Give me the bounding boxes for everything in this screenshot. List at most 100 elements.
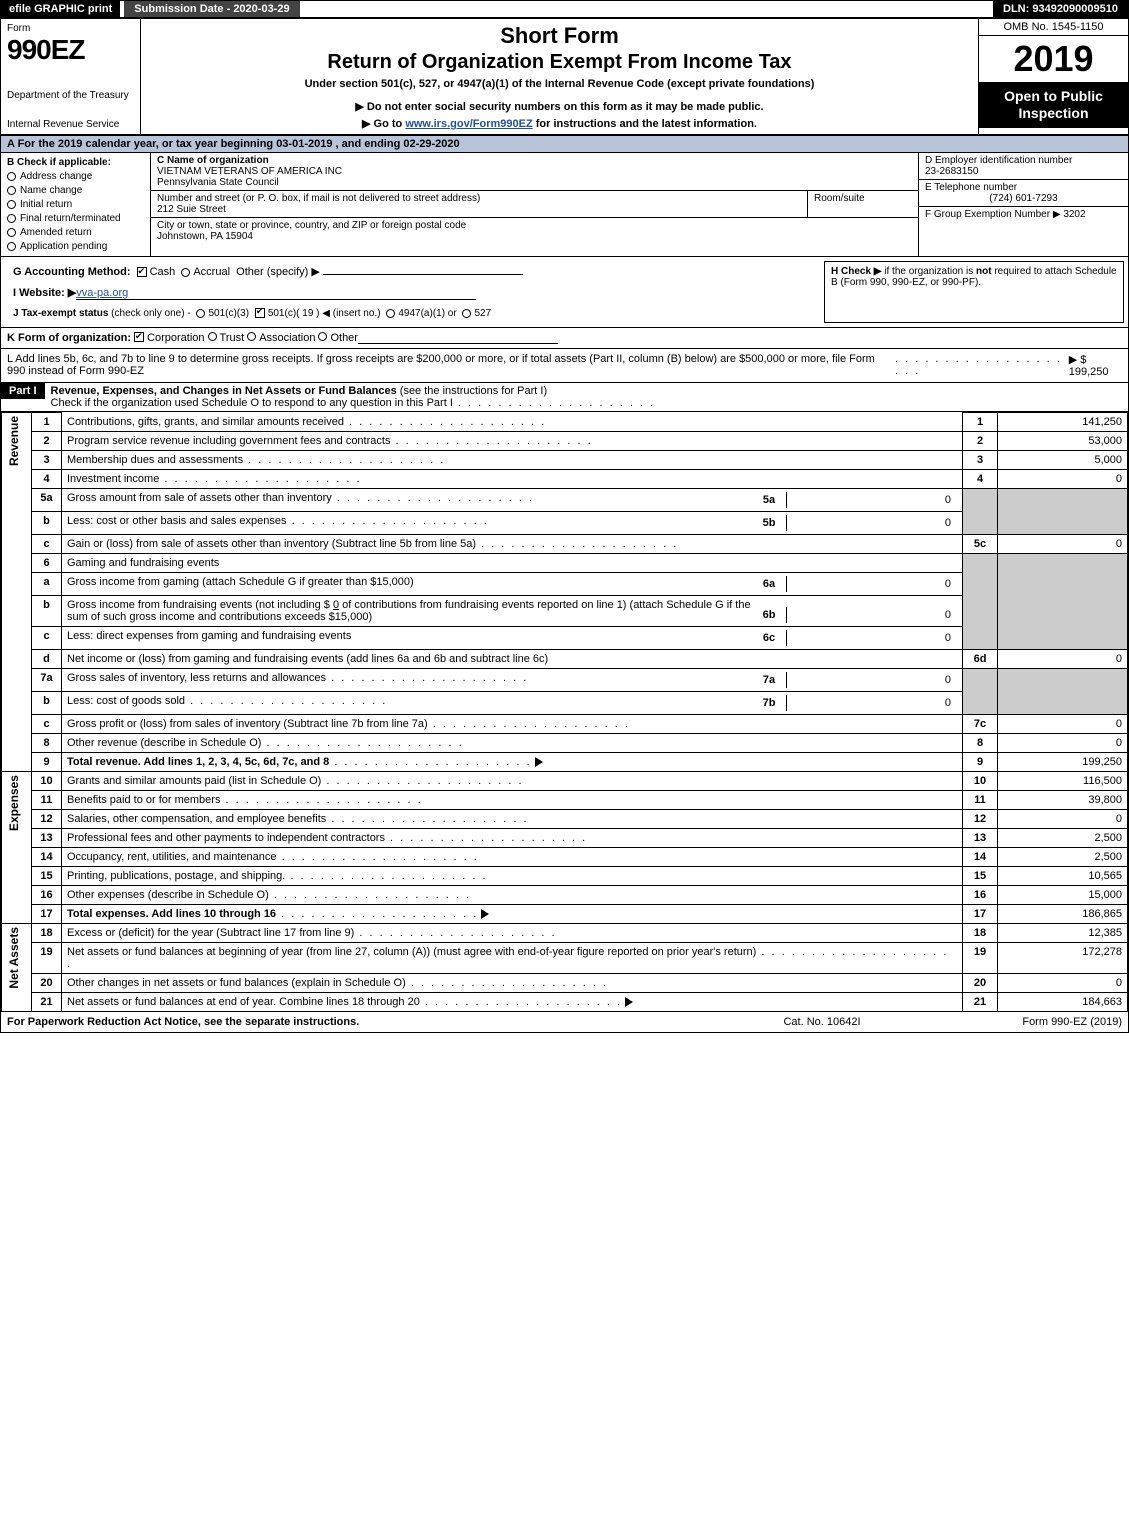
ein-value: 23-2683150 — [925, 166, 978, 177]
line-19-num: 19 — [32, 943, 62, 974]
line-7b-desc: Less: cost of goods sold — [67, 695, 185, 707]
group-exempt-label: F Group Exemption Number ▶ — [925, 209, 1061, 220]
section-j: J Tax-exempt status (check only one) - 5… — [7, 304, 814, 323]
line-6c-subamt: 0 — [787, 630, 957, 646]
section-b: B Check if applicable: Address change Na… — [1, 153, 151, 256]
line-10-amt: 116,500 — [998, 772, 1128, 791]
line-11-num: 11 — [32, 791, 62, 810]
opt-name-change[interactable]: Name change — [7, 185, 144, 196]
section-i: I Website: ▶vva-pa.org — [7, 282, 814, 304]
other-org-input[interactable] — [358, 332, 558, 344]
line-20-num: 20 — [32, 974, 62, 993]
line-8-desc: Other revenue (describe in Schedule O) — [67, 737, 261, 749]
instructions-link-line: ▶ Go to www.irs.gov/Form990EZ for instru… — [149, 117, 970, 130]
opt-address-change[interactable]: Address change — [7, 171, 144, 182]
line-7b-subamt: 0 — [787, 695, 957, 711]
trust-radio[interactable] — [208, 332, 217, 341]
line-4-num: 4 — [32, 470, 62, 489]
opt-application-pending[interactable]: Application pending — [7, 241, 144, 252]
form-header: Form 990EZ Department of the Treasury In… — [1, 19, 1128, 136]
omb-number: OMB No. 1545-1150 — [979, 19, 1128, 36]
line-7a-subamt: 0 — [787, 672, 957, 688]
section-def: D Employer identification number 23-2683… — [918, 153, 1128, 256]
other-radio[interactable] — [318, 332, 327, 341]
line-15-amt: 10,565 — [998, 867, 1128, 886]
part-1-check-text: Check if the organization used Schedule … — [51, 397, 453, 409]
line-6a-desc: Gross income from gaming (attach Schedul… — [67, 576, 414, 588]
opt-amended-return[interactable]: Amended return — [7, 227, 144, 238]
line-18-desc: Excess or (deficit) for the year (Subtra… — [67, 927, 354, 939]
opt-final-return[interactable]: Final return/terminated — [7, 213, 144, 224]
note2-pre: ▶ Go to — [362, 118, 405, 130]
cash-checkbox[interactable] — [137, 267, 147, 277]
line-6a-num: a — [32, 573, 62, 596]
form-org-label: K Form of organization: — [7, 332, 131, 344]
org-name-2: Pennsylvania State Council — [157, 177, 279, 188]
efile-button[interactable]: efile GRAPHIC print — [1, 1, 120, 17]
line-1-num: 1 — [32, 413, 62, 432]
note2-post: for instructions and the latest informat… — [533, 118, 757, 130]
line-20-amt: 0 — [998, 974, 1128, 993]
line-16-desc: Other expenses (describe in Schedule O) — [67, 889, 269, 901]
phone-value: (724) 601-7293 — [925, 193, 1122, 204]
opt-initial-return[interactable]: Initial return — [7, 199, 144, 210]
line-6d-num: d — [32, 650, 62, 669]
room-label: Room/suite — [814, 193, 865, 204]
line-21-num: 21 — [32, 993, 62, 1012]
line-15-num: 15 — [32, 867, 62, 886]
527-radio[interactable] — [462, 309, 471, 318]
section-h: H Check ▶ if the organization is not req… — [824, 261, 1124, 323]
line-5b-num: b — [32, 512, 62, 535]
irs-link[interactable]: www.irs.gov/Form990EZ — [405, 118, 532, 130]
line-7c-desc: Gross profit or (loss) from sales of inv… — [67, 718, 428, 730]
assoc-radio[interactable] — [247, 332, 256, 341]
line-6d-desc: Net income or (loss) from gaming and fun… — [67, 653, 548, 665]
line-6-num: 6 — [32, 554, 62, 573]
tax-exempt-label: J Tax-exempt status — [13, 308, 108, 319]
dln-number: DLN: 93492090009510 — [993, 1, 1128, 17]
section-c: C Name of organization VIETNAM VETERANS … — [151, 153, 918, 256]
h-label: H Check ▶ — [831, 266, 881, 277]
line-14-desc: Occupancy, rent, utilities, and maintena… — [67, 851, 277, 863]
accrual-radio[interactable] — [181, 268, 190, 277]
line-16-amt: 15,000 — [998, 886, 1128, 905]
line-13-num: 13 — [32, 829, 62, 848]
section-l-text: L Add lines 5b, 6c, and 7b to line 9 to … — [7, 353, 895, 378]
line-21-desc: Net assets or fund balances at end of ye… — [67, 996, 420, 1008]
line-9-num: 9 — [32, 753, 62, 772]
line-9-amt: 199,250 — [998, 753, 1128, 772]
line-6b-num: b — [32, 596, 62, 627]
part-1-header: Part I Revenue, Expenses, and Changes in… — [1, 383, 1128, 412]
line-3-amt: 5,000 — [998, 451, 1128, 470]
line-8-num: 8 — [32, 734, 62, 753]
line-15-desc: Printing, publications, postage, and shi… — [67, 870, 285, 882]
form-container: efile GRAPHIC print Submission Date - 20… — [0, 0, 1129, 1033]
line-21-amt: 184,663 — [998, 993, 1128, 1012]
accounting-label: G Accounting Method: — [13, 266, 131, 278]
line-19-desc: Net assets or fund balances at beginning… — [67, 946, 756, 958]
line-5c-amt: 0 — [998, 535, 1128, 554]
line-7c-amt: 0 — [998, 715, 1128, 734]
arrow-icon — [481, 909, 489, 919]
line-4-desc: Investment income — [67, 473, 159, 485]
line-5a-subamt: 0 — [787, 492, 957, 508]
501c-checkbox[interactable] — [255, 308, 265, 318]
department-label: Department of the Treasury — [7, 90, 134, 101]
line-6b-subamt: 0 — [787, 607, 957, 623]
phone-label: E Telephone number — [925, 182, 1017, 193]
line-7b-num: b — [32, 692, 62, 715]
501c3-radio[interactable] — [196, 309, 205, 318]
arrow-icon — [535, 757, 543, 767]
section-g: G Accounting Method: Cash Accrual Other … — [7, 261, 814, 282]
other-specify-input[interactable] — [323, 274, 523, 275]
line-10-num: 10 — [32, 772, 62, 791]
header-middle: Short Form Return of Organization Exempt… — [141, 19, 978, 134]
line-17-num: 17 — [32, 905, 62, 924]
ein-label: D Employer identification number — [925, 155, 1072, 166]
line-12-desc: Salaries, other compensation, and employ… — [67, 813, 326, 825]
website-link[interactable]: vva-pa.org — [76, 287, 476, 300]
4947-radio[interactable] — [386, 309, 395, 318]
corp-checkbox[interactable] — [134, 332, 144, 342]
line-1-amt: 141,250 — [998, 413, 1128, 432]
line-12-amt: 0 — [998, 810, 1128, 829]
